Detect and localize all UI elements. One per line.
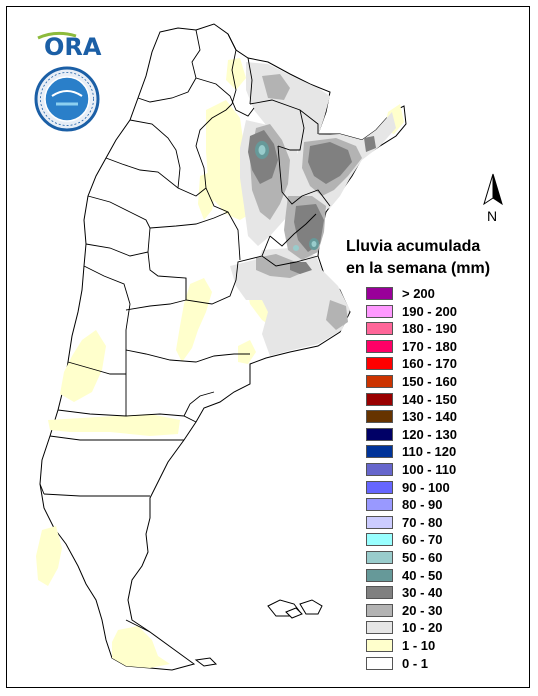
legend-label: 1 - 10 xyxy=(402,638,436,653)
north-label: N xyxy=(487,208,497,224)
legend-item: 150 - 160 xyxy=(366,374,526,389)
north-arrow: N xyxy=(478,172,508,224)
legend-swatch xyxy=(366,533,393,547)
legend-item: 80 - 90 xyxy=(366,497,526,512)
legend-item: 160 - 170 xyxy=(366,356,526,371)
legend-swatch xyxy=(366,322,393,336)
legend-item: 140 - 150 xyxy=(366,392,526,407)
legend-label: 140 - 150 xyxy=(402,391,457,407)
legend-item: 70 - 80 xyxy=(366,515,526,530)
legend-item: 120 - 130 xyxy=(366,427,526,442)
legend-item: 10 - 20 xyxy=(366,620,526,635)
north-arrow-icon: N xyxy=(483,173,503,224)
legend-item: 20 - 30 xyxy=(366,603,526,618)
islands-malvinas xyxy=(267,599,323,619)
legend-swatch xyxy=(366,603,393,617)
ora-logo: ORA xyxy=(37,31,102,58)
legend-label: > 200 xyxy=(402,286,435,301)
legend-swatch xyxy=(366,515,393,529)
legend-swatch xyxy=(366,551,393,564)
legend-label: 60 - 70 xyxy=(402,532,443,548)
legend-label: 90 - 100 xyxy=(402,479,450,495)
legend-swatch xyxy=(366,357,393,371)
island-isla-de-los-estados xyxy=(194,657,218,667)
legend-swatch xyxy=(366,586,393,600)
smn-seal-logo xyxy=(34,66,100,132)
legend-label: 50 - 60 xyxy=(402,550,443,565)
rain-zone-40-60 xyxy=(255,141,319,251)
ora-logo-text: ORA xyxy=(44,33,102,58)
legend-swatch xyxy=(366,375,393,388)
legend-item: 30 - 40 xyxy=(366,585,526,600)
legend-swatch xyxy=(366,498,393,512)
legend-label: 30 - 40 xyxy=(402,585,443,601)
legend-swatch xyxy=(366,392,393,406)
legend-item: 1 - 10 xyxy=(366,638,526,653)
legend-label: 130 - 140 xyxy=(402,409,457,425)
legend-swatch xyxy=(366,445,393,459)
legend-item: 60 - 70 xyxy=(366,532,526,547)
legend-item: 190 - 200 xyxy=(366,304,526,319)
legend-item: 100 - 110 xyxy=(366,462,526,477)
legend-label: 150 - 160 xyxy=(402,374,457,389)
legend-swatch xyxy=(366,480,393,494)
legend-swatch xyxy=(366,427,393,441)
legend-item: 170 - 180 xyxy=(366,339,526,354)
legend-swatch xyxy=(366,656,393,670)
legend-title-line1: Lluvia acumulada xyxy=(346,238,481,255)
legend-swatch xyxy=(366,410,393,424)
legend-label: 120 - 130 xyxy=(402,426,457,442)
legend-swatch xyxy=(366,621,393,635)
legend-title: Lluvia acumulada en la semana (mm) xyxy=(346,236,526,280)
legend-label: 110 - 120 xyxy=(402,444,457,460)
legend-swatch xyxy=(366,568,393,582)
legend-item: > 200 xyxy=(366,286,526,301)
legend-label: 20 - 30 xyxy=(402,602,443,618)
legend-label: 40 - 50 xyxy=(402,567,443,583)
legend-swatch xyxy=(366,639,393,652)
legend-label: 100 - 110 xyxy=(402,462,457,477)
legend-label: 10 - 20 xyxy=(402,620,443,636)
legend-swatch xyxy=(366,287,393,300)
legend-label: 70 - 80 xyxy=(402,514,443,530)
province-boundaries xyxy=(39,29,331,633)
legend-label: 80 - 90 xyxy=(402,497,443,513)
legend-swatch xyxy=(366,463,393,476)
legend-label: 170 - 180 xyxy=(402,338,457,354)
legend-item: 40 - 50 xyxy=(366,568,526,583)
legend-label: 180 - 190 xyxy=(402,321,457,337)
legend-item: 90 - 100 xyxy=(366,480,526,495)
legend-swatch xyxy=(366,339,393,353)
legend-label: 0 - 1 xyxy=(402,655,429,671)
legend-label: 190 - 200 xyxy=(402,303,457,319)
legend-title-line2: en la semana (mm) xyxy=(346,260,491,277)
legend-item: 110 - 120 xyxy=(366,444,526,459)
legend-item: 180 - 190 xyxy=(366,321,526,336)
legend-label: 160 - 170 xyxy=(402,356,457,372)
legend-item: 0 - 1 xyxy=(366,656,526,671)
legend-item: 130 - 140 xyxy=(366,409,526,424)
legend-swatch xyxy=(366,304,393,318)
legend-item: 50 - 60 xyxy=(366,550,526,565)
